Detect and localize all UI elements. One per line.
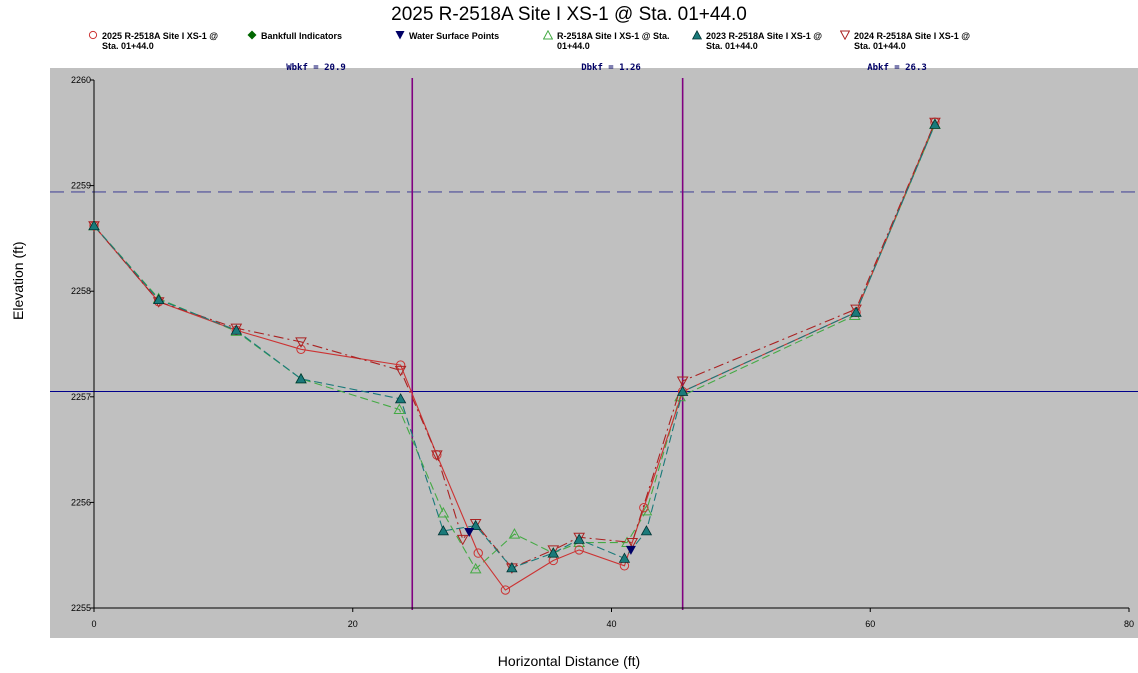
legend-item-2023: 2023 R-2518A Site I XS-1 @ Sta. 01+44.0 [692,30,822,51]
data-point [676,385,689,396]
legend-label: 2023 R-2518A Site I XS-1 @ Sta. 01+44.0 [706,31,822,51]
data-point [393,403,406,414]
data-point [625,545,636,555]
legend-label: Water Surface Points [409,31,500,41]
data-point [464,527,475,537]
data-point [394,365,407,377]
y-tick-label: 2259 [71,181,91,191]
chart-title: 2025 R-2518A Site I XS-1 @ Sta. 01+44.0 [391,4,747,25]
data-point [573,532,586,544]
triangle-down-open-marker-icon [840,30,850,40]
legend-label: R-2518A Site I XS-1 @ Sta. 01+44.0 [557,31,670,51]
plot-background [50,68,1138,638]
data-point [295,337,307,348]
y-tick-label: 2258 [71,286,91,296]
data-point [640,525,653,536]
legend-label: Bankfull Indicators [261,31,343,41]
data-point [676,376,689,387]
diamond-marker-icon [247,30,257,40]
data-point [850,306,862,317]
axes: 2255 2256 2257 2258 2259 2260 0 20 40 60 80 [71,75,1134,629]
legend-item-base: R-2518A Site I XS-1 @ Sta. 01+44.0 [543,30,670,51]
data-point [469,519,482,531]
reference-lines [50,78,1138,610]
data-point [230,324,242,335]
series-layer [88,117,941,595]
data-point [395,360,406,370]
data-point [437,506,450,518]
dbkf-annotation: Dbkf = 1.26 [581,63,641,73]
data-point [508,528,521,539]
circle-open-marker-icon [88,30,98,40]
y-axis-label: Elevation (ft) [10,241,26,320]
data-point [506,562,518,573]
data-point [929,117,941,129]
x-tick-label: 80 [1124,619,1134,629]
data-point [626,538,639,549]
data-point [295,373,307,384]
data-point [437,525,449,536]
data-point [850,304,862,316]
data-point [230,323,243,335]
abkf-annotation: Abkf = 26.3 [867,63,927,73]
data-point [469,519,482,530]
legend-item-water-surface: Water Surface Points [395,31,499,41]
x-tick-label: 40 [606,619,616,629]
data-point [469,562,482,574]
x-tick-label: 20 [348,619,358,629]
legend-label: 2025 R-2518A Site I XS-1 @ Sta. 01+44.0 [102,31,218,51]
data-point [618,552,631,563]
data-point [430,450,443,461]
y-tick-label: 2256 [71,497,91,507]
data-point [473,548,483,558]
legend-item-2024: 2024 R-2518A Site I XS-1 @ Sta. 01+44.0 [840,30,970,51]
series-line [93,122,936,569]
series-2 [464,527,636,555]
data-point [88,219,100,231]
data-point [153,293,165,305]
y-tick-label: 2257 [71,392,91,402]
data-point [573,533,585,544]
x-tick-label: 60 [865,619,875,629]
legend-item-2025: 2025 R-2518A Site I XS-1 @ Sta. 01+44.0 [88,30,218,51]
data-point [639,502,649,513]
data-point [929,118,941,129]
data-point [456,534,469,546]
data-point [394,393,407,404]
x-tick-label: 0 [91,619,96,629]
legend-label: 2024 R-2518A Site I XS-1 @ Sta. 01+44.0 [854,31,970,51]
data-point [547,545,560,556]
wbkf-annotation: Wbkf = 20.9 [286,63,346,73]
legend-item-bankfull: Bankfull Indicators [247,30,343,41]
data-point [296,344,306,354]
series-4 [88,118,941,573]
triangle-filled-marker-icon [692,30,702,40]
triangle-open-marker-icon [543,30,553,40]
series-line [93,124,936,570]
y-tick-label: 2260 [71,75,91,85]
x-axis-label: Horizontal Distance (ft) [497,653,641,669]
data-point [574,545,584,555]
series-5 [88,117,941,574]
data-point [500,585,511,595]
triangle-down-marker-icon [395,31,405,40]
series-line [93,122,936,591]
y-tick-label: 2255 [71,603,91,613]
data-point [547,547,559,558]
data-point [640,504,653,516]
